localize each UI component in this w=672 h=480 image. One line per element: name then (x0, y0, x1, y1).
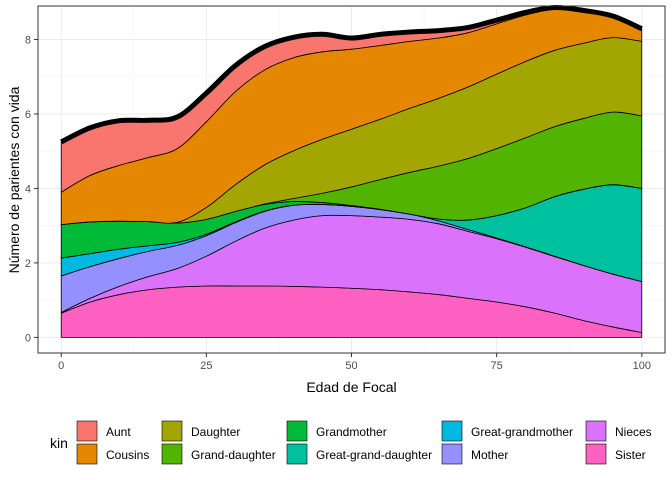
legend-key-aunt (76, 420, 98, 442)
legend-item-nieces: Nieces (585, 420, 652, 442)
legend-key-grand-daughter (161, 443, 183, 465)
legend-item-great-grand-daughter: Great-grand-daughter (286, 443, 432, 465)
legend-key-great-grandmother (441, 420, 463, 442)
area-series (60, 7, 643, 338)
legend-item-sister: Sister (585, 443, 646, 465)
legend-label-great-grand-daughter: Great-grand-daughter (316, 448, 432, 462)
x-tick-label: 25 (200, 360, 212, 372)
legend-key-nieces (585, 420, 607, 442)
legend-item-daughter: Daughter (161, 420, 240, 442)
legend-key-sister (585, 443, 607, 465)
legend-item-aunt: Aunt (76, 420, 131, 442)
y-tick-label: 2 (25, 258, 31, 270)
y-tick-label: 4 (25, 183, 31, 195)
legend-label-aunt: Aunt (106, 425, 131, 439)
total-outline (60, 4, 643, 145)
legend: Aunt Cousins Daughter Grand-daughter Grandmo… (76, 420, 652, 465)
legend-label-cousins: Cousins (106, 448, 149, 462)
y-tick-label: 0 (25, 332, 31, 344)
y-tick-label: 6 (25, 109, 31, 121)
y-tick-label: 8 (25, 35, 31, 47)
legend-item-grand-daughter: Grand-daughter (161, 443, 276, 465)
y-axis-ticks: 0 2 4 6 8 (25, 35, 38, 344)
legend-title: kin (50, 435, 68, 451)
legend-item-great-grandmother: Great-grandmother (441, 420, 573, 442)
legend-label-mother: Mother (471, 448, 508, 462)
y-axis-title: Número de parientes con vida (6, 86, 22, 273)
legend-label-daughter: Daughter (191, 425, 240, 439)
legend-label-sister: Sister (615, 448, 646, 462)
legend-label-nieces: Nieces (615, 425, 652, 439)
legend-item-grandmother: Grandmother (286, 420, 387, 442)
legend-item-mother: Mother (441, 443, 508, 465)
legend-label-grand-daughter: Grand-daughter (191, 448, 276, 462)
legend-label-grandmother: Grandmother (316, 425, 387, 439)
x-tick-label: 0 (58, 360, 64, 372)
legend-key-great-grand-daughter (286, 443, 308, 465)
legend-label-great-grandmother: Great-grandmother (471, 425, 573, 439)
legend-key-grandmother (286, 420, 308, 442)
legend-key-daughter (161, 420, 183, 442)
x-tick-label: 100 (633, 360, 651, 372)
legend-key-cousins (76, 443, 98, 465)
x-axis-ticks: 0 25 50 75 100 (58, 353, 651, 372)
legend-key-mother (441, 443, 463, 465)
x-axis-title: Edad de Focal (306, 379, 396, 395)
x-tick-label: 50 (345, 360, 357, 372)
legend-item-cousins: Cousins (76, 443, 149, 465)
x-tick-label: 75 (491, 360, 503, 372)
